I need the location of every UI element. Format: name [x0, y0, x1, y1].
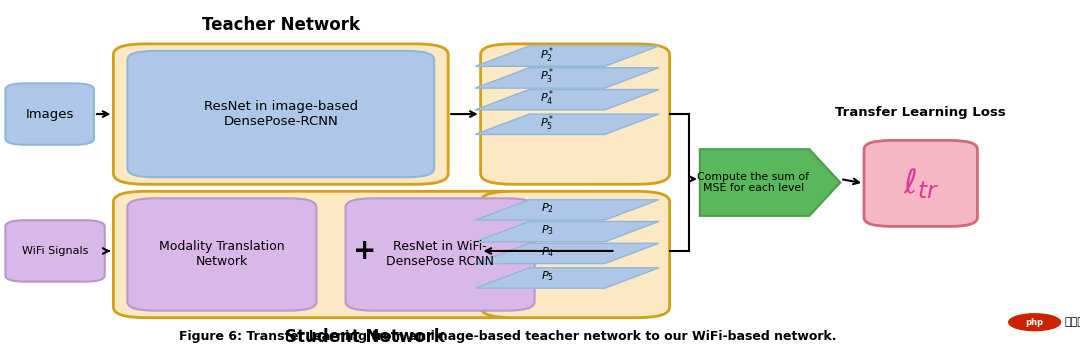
Text: $P_2^*$: $P_2^*$	[540, 45, 555, 65]
Text: Student Network: Student Network	[284, 328, 445, 346]
Text: +: +	[353, 237, 376, 265]
FancyBboxPatch shape	[5, 84, 94, 145]
Text: ResNet in WiFi-
DensePose RCNN: ResNet in WiFi- DensePose RCNN	[387, 240, 494, 269]
Polygon shape	[475, 68, 659, 88]
Polygon shape	[700, 149, 840, 216]
Polygon shape	[475, 221, 659, 242]
Text: Images: Images	[26, 107, 73, 121]
FancyBboxPatch shape	[5, 220, 105, 282]
Polygon shape	[475, 114, 659, 134]
FancyBboxPatch shape	[864, 140, 977, 226]
Text: $P_5^*$: $P_5^*$	[540, 113, 555, 133]
Polygon shape	[475, 200, 659, 220]
Polygon shape	[475, 268, 659, 288]
Text: $P_3$: $P_3$	[541, 223, 554, 237]
Text: Modality Translation
Network: Modality Translation Network	[159, 240, 285, 269]
FancyBboxPatch shape	[481, 191, 670, 318]
FancyBboxPatch shape	[127, 198, 316, 311]
Text: Transfer Learning Loss: Transfer Learning Loss	[835, 106, 1007, 119]
Text: $P_4$: $P_4$	[541, 245, 554, 259]
Text: $P_3^*$: $P_3^*$	[540, 67, 555, 86]
FancyBboxPatch shape	[481, 44, 670, 184]
Text: ResNet in image-based
DensePose-RCNN: ResNet in image-based DensePose-RCNN	[204, 100, 357, 128]
Text: php: php	[1026, 318, 1043, 327]
Text: WiFi Signals: WiFi Signals	[22, 246, 89, 256]
Text: $\ell_{tr}$: $\ell_{tr}$	[903, 166, 939, 201]
Text: 中文网: 中文网	[1065, 317, 1080, 327]
FancyBboxPatch shape	[346, 198, 535, 311]
Circle shape	[1009, 314, 1061, 331]
Text: Figure 6: Transfer learning from an image-based teacher network to our WiFi-base: Figure 6: Transfer learning from an imag…	[179, 330, 836, 344]
Text: $P_2$: $P_2$	[541, 201, 554, 216]
Text: $P_4^*$: $P_4^*$	[540, 88, 555, 108]
Polygon shape	[475, 90, 659, 110]
Text: $P_5$: $P_5$	[541, 270, 554, 284]
FancyBboxPatch shape	[113, 44, 448, 184]
FancyBboxPatch shape	[113, 191, 616, 318]
Polygon shape	[475, 46, 659, 66]
Polygon shape	[475, 243, 659, 264]
Text: Compute the sum of
MSE for each level: Compute the sum of MSE for each level	[698, 172, 809, 193]
Text: Teacher Network: Teacher Network	[202, 15, 360, 34]
FancyBboxPatch shape	[127, 51, 434, 177]
